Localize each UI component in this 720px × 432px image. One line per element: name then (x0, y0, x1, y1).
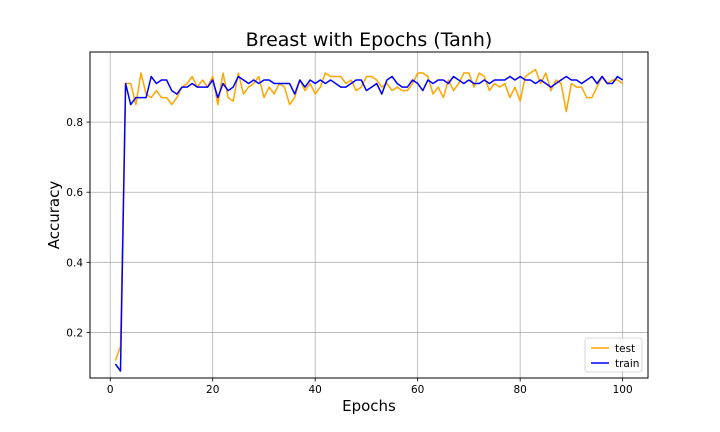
x-tick-label: 0 (107, 384, 114, 396)
x-tick-label: 60 (411, 384, 424, 396)
y-tick-label: 0.8 (66, 117, 83, 129)
chart-title: Breast with Epochs (Tanh) (246, 29, 493, 51)
legend-label-test: test (615, 343, 635, 355)
x-axis-label: Epochs (342, 397, 396, 415)
y-tick-label: 0.4 (66, 257, 83, 269)
plot-frame (89, 51, 649, 379)
x-tick-label: 40 (309, 384, 322, 396)
series-layer (114, 68, 624, 372)
y-tick-label: 0.2 (66, 327, 83, 339)
legend: test train (584, 337, 643, 373)
grid (90, 52, 648, 378)
y-axis-label: Accuracy (45, 181, 63, 250)
y-tick-label: 0.6 (66, 187, 83, 199)
x-tick-label: 80 (513, 384, 526, 396)
ticks: 0 20 40 60 80 100 0.2 0.4 0.6 0.8 (66, 117, 632, 396)
series-line-test (114, 68, 624, 361)
x-tick-label: 20 (206, 384, 219, 396)
series-line-train (114, 75, 624, 372)
legend-label-train: train (615, 358, 639, 370)
x-tick-label: 100 (613, 384, 633, 396)
